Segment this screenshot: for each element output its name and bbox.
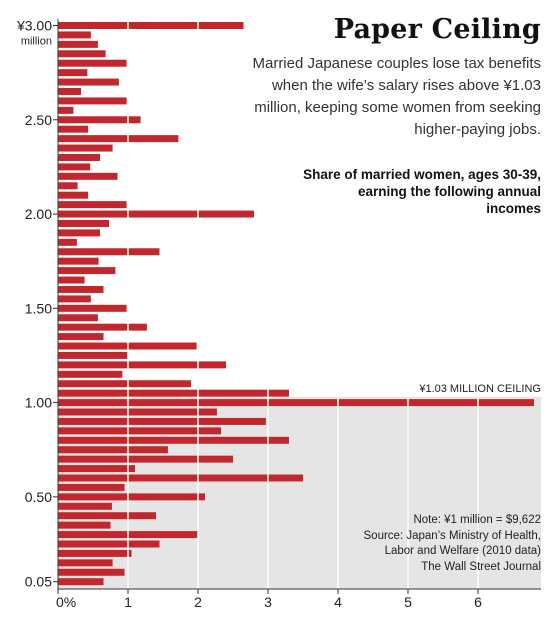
tick-marks — [53, 25, 479, 594]
x-tick-label-4: 4 — [334, 594, 342, 610]
y-tick-label-2.00: 2.00 — [25, 206, 52, 222]
bar-2.05 — [58, 201, 127, 209]
bar-3.00 — [58, 22, 244, 29]
bar-1.50 — [58, 304, 127, 312]
x-tick-label-5: 5 — [404, 594, 412, 610]
bar-1.90 — [58, 229, 100, 237]
bar-1.20 — [58, 361, 226, 369]
x-tick-label-1: 1 — [124, 594, 132, 610]
credit-line: The Wall Street Journal — [421, 560, 541, 573]
bar-1.10 — [58, 380, 191, 388]
bar-1.45 — [58, 314, 98, 322]
x-tick-label-6: 6 — [474, 594, 482, 610]
bar-1.55 — [58, 295, 91, 303]
bar-0.70 — [58, 455, 233, 463]
bar-2.85 — [58, 50, 106, 58]
bar-2.00 — [58, 210, 254, 218]
bar-2.80 — [58, 59, 127, 67]
bar-separators — [127, 19, 479, 589]
bar-0.10 — [58, 568, 125, 576]
currency-note: Note: ¥1 million = $9,622 — [413, 514, 541, 526]
bar-2.30 — [58, 153, 100, 161]
bar-0.95 — [58, 408, 217, 416]
bar-1.00 — [58, 399, 534, 407]
bar-2.45 — [58, 125, 89, 133]
bar-2.20 — [58, 172, 118, 180]
bar-2.50 — [58, 116, 141, 124]
bar-2.95 — [58, 31, 91, 39]
y-tick-label-1.50: 1.50 — [25, 300, 52, 316]
bar-0.05 — [58, 578, 104, 586]
y-tick-label-¥3.00: ¥3.00 — [16, 18, 52, 34]
bar-1.05 — [58, 389, 289, 397]
bars-group — [58, 19, 534, 589]
bar-0.60 — [58, 474, 303, 482]
bar-1.60 — [58, 285, 104, 293]
chart-title: Paper Ceiling — [333, 14, 541, 45]
y-tick-label-0.05: 0.05 — [25, 574, 52, 590]
bar-2.25 — [58, 163, 91, 171]
bar-1.35 — [58, 333, 104, 341]
x-tick-label-0%: 0% — [56, 594, 76, 610]
bar-2.75 — [58, 69, 88, 77]
bar-1.15 — [58, 370, 123, 378]
bar-0.35 — [58, 521, 111, 529]
bar-0.15 — [58, 559, 113, 567]
ceiling-annotation: ¥1.03 MILLION CEILING — [419, 383, 541, 395]
x-tick-label-3: 3 — [264, 594, 272, 610]
bar-2.90 — [58, 40, 98, 48]
chart-subtitle: Share of married women, ages 30-39, earn… — [303, 167, 541, 216]
bar-0.80 — [58, 436, 289, 444]
bar-0.45 — [58, 502, 112, 510]
bar-0.40 — [58, 512, 156, 520]
bar-1.75 — [58, 257, 99, 265]
source-line-1: Source: Japan’s Ministry of Health, — [363, 529, 541, 542]
bar-0.55 — [58, 483, 125, 491]
y-tick-label-0.50: 0.50 — [25, 489, 52, 505]
bar-1.80 — [58, 248, 160, 256]
y-tick-label-1.00: 1.00 — [25, 395, 52, 411]
bar-0.85 — [58, 427, 222, 435]
bar-2.15 — [58, 182, 78, 190]
y-tick-labels: ¥3.00 2.50 2.00 1.50 1.00 0.50 0.05 million — [16, 18, 52, 590]
bar-2.10 — [58, 191, 89, 199]
source-notes: Note: ¥1 million = $9,622 Source: Japan’… — [364, 513, 541, 575]
bar-0.20 — [58, 549, 132, 557]
y-unit-label: million — [21, 36, 52, 48]
bar-2.60 — [58, 97, 127, 105]
y-tick-label-2.50: 2.50 — [25, 112, 52, 128]
bar-2.35 — [58, 144, 113, 152]
bar-1.40 — [58, 323, 147, 331]
bar-2.65 — [58, 88, 82, 95]
source-line-2: Labor and Welfare (2010 data) — [384, 545, 541, 557]
bar-1.70 — [58, 267, 116, 275]
bar-0.65 — [58, 465, 135, 473]
bar-1.95 — [58, 219, 110, 227]
bar-0.25 — [58, 540, 160, 548]
bar-0.90 — [58, 417, 266, 425]
bar-1.65 — [58, 276, 85, 284]
x-tick-labels: 0% 1 2 3 4 5 6 — [56, 594, 482, 610]
chart-description: Married Japanese couples lose tax benefi… — [252, 55, 541, 138]
x-tick-label-2: 2 — [194, 594, 202, 610]
bar-0.75 — [58, 446, 168, 454]
bar-2.70 — [58, 78, 119, 86]
bar-2.40 — [58, 135, 179, 143]
bar-2.55 — [58, 106, 74, 114]
bar-1.25 — [58, 351, 128, 359]
bar-1.85 — [58, 238, 77, 246]
bar-0.50 — [58, 493, 205, 501]
